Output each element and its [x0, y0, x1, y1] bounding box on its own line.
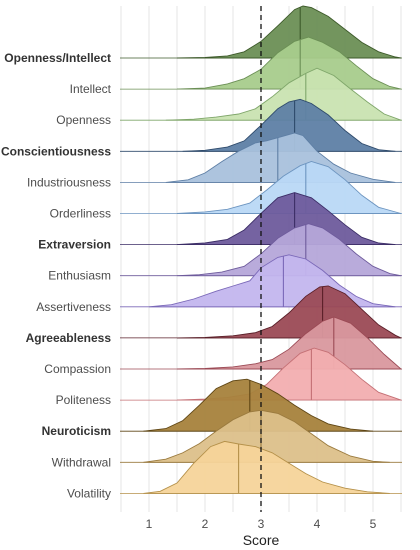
density-area: [176, 316, 403, 370]
label-layer: Openness/Intellect Intellect Openness Consc…: [1, 51, 112, 500]
x-tick-label: 1: [146, 517, 153, 531]
y-label: Extraversion: [38, 238, 111, 252]
y-label: Agreeableness: [26, 331, 112, 345]
ridge-industriousness: [120, 132, 402, 183]
y-label: Openness/Intellect: [4, 51, 111, 65]
density-area: [165, 132, 396, 183]
y-label: Volatility: [67, 486, 111, 500]
y-label: Intellect: [70, 82, 112, 96]
density-area: [143, 440, 390, 494]
y-label: Conscientiousness: [1, 144, 111, 158]
x-axis-label: Score: [243, 532, 280, 548]
density-area: [176, 192, 396, 246]
x-tick-label: 4: [314, 517, 321, 531]
y-label: Enthusiasm: [48, 269, 111, 283]
y-label: Compassion: [44, 362, 111, 376]
y-label: Neuroticism: [42, 424, 111, 438]
density-area: [176, 36, 402, 90]
y-label: Assertiveness: [36, 300, 111, 314]
density-area: [182, 98, 396, 152]
axis-layer: 1 2 3 4 5 Score: [146, 6, 377, 548]
density-area: [176, 223, 402, 277]
y-label: Openness: [56, 113, 111, 127]
x-tick-label: 5: [370, 517, 377, 531]
y-label: Withdrawal: [52, 455, 111, 469]
density-area: [143, 409, 390, 463]
density-area: [176, 5, 402, 59]
y-label: Politeness: [56, 393, 111, 407]
x-tick-label: 3: [258, 517, 265, 531]
ridge-layer: [120, 5, 403, 494]
y-label: Industriousness: [27, 175, 111, 189]
y-label: Orderliness: [50, 207, 111, 221]
x-tick-label: 2: [202, 517, 209, 531]
